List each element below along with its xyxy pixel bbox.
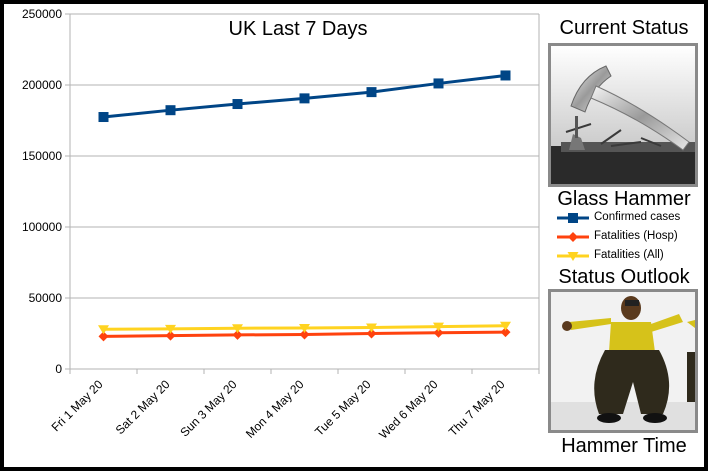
marker-diamond — [232, 329, 243, 340]
chart-title: UK Last 7 Days — [229, 18, 368, 40]
y-tick-label: 0 — [55, 362, 62, 376]
marker-square — [433, 78, 444, 89]
y-tick-label: 150000 — [22, 149, 62, 163]
legend-item: Fatalities (All) — [552, 247, 708, 266]
legend-label: Confirmed cases — [594, 211, 681, 223]
marker-triangle-down — [98, 325, 109, 335]
marker-square — [299, 93, 310, 104]
chart-legend: Confirmed cases Fatalities (Hosp) Fataliti… — [552, 209, 708, 266]
marker-diamond — [98, 331, 109, 342]
marker-triangle-down — [567, 252, 579, 261]
marker-square — [500, 70, 511, 81]
hammer-time-caption: Hammer Time — [561, 435, 687, 457]
marker-diamond — [366, 328, 377, 339]
chart-frame: 0 50000 100000 150000 200000 250000 Fri 1 May … — [4, 4, 704, 467]
glass-hammer-caption: Glass Hammer — [557, 188, 691, 210]
x-tick-label: Tue 5 May 20 — [312, 377, 374, 439]
x-tick-label: Fri 1 May 20 — [49, 377, 106, 434]
hammer-time-image — [548, 289, 698, 433]
glass-hammer-image — [548, 43, 698, 187]
series-markers — [98, 70, 511, 342]
marker-diamond — [433, 327, 444, 338]
series-lines — [103, 73, 506, 338]
y-tick-label: 250000 — [22, 7, 62, 21]
marker-triangle-down — [433, 322, 444, 332]
marker-triangle-down — [500, 321, 511, 331]
marker-diamond — [500, 327, 511, 338]
marker-triangle-down — [165, 324, 176, 334]
marker-diamond — [568, 232, 578, 242]
marker-square — [366, 87, 377, 98]
marker-triangle-down — [232, 324, 243, 334]
x-tick-label: Sun 3 May 20 — [177, 377, 239, 439]
marker-square — [568, 213, 578, 223]
marker-triangle-down — [366, 323, 377, 333]
x-tick-label: Mon 4 May 20 — [243, 377, 307, 441]
tick-labels: 0 50000 100000 150000 200000 250000 Fri 1 May … — [22, 7, 508, 442]
legend-item: Fatalities (Hosp) — [552, 228, 708, 247]
x-tick-label: Wed 6 May 20 — [376, 377, 441, 442]
marker-diamond — [299, 329, 310, 340]
legend-swatch — [557, 252, 589, 261]
marker-triangle-down — [299, 323, 310, 333]
y-tick-label: 200000 — [22, 78, 62, 92]
x-tick-label: Sat 2 May 20 — [113, 377, 173, 437]
y-tick-label: 50000 — [29, 291, 63, 305]
current-status-title: Current Status — [559, 17, 689, 39]
legend-swatch — [557, 213, 589, 223]
legend-label: Fatalities (Hosp) — [594, 230, 678, 242]
marker-diamond — [165, 330, 176, 341]
marker-square — [165, 105, 176, 116]
grid-lines — [70, 13, 539, 370]
axes — [65, 13, 540, 374]
x-tick-label: Thu 7 May 20 — [446, 377, 508, 439]
legend-item: Confirmed cases — [552, 209, 708, 228]
line-chart: 0 50000 100000 150000 200000 250000 Fri 1 May … — [22, 7, 540, 442]
legend-swatch — [557, 232, 589, 242]
status-outlook-title: Status Outlook — [558, 266, 690, 288]
marker-square — [232, 99, 243, 110]
marker-square — [98, 112, 109, 123]
y-tick-label: 100000 — [22, 220, 62, 234]
legend-label: Fatalities (All) — [594, 249, 664, 261]
